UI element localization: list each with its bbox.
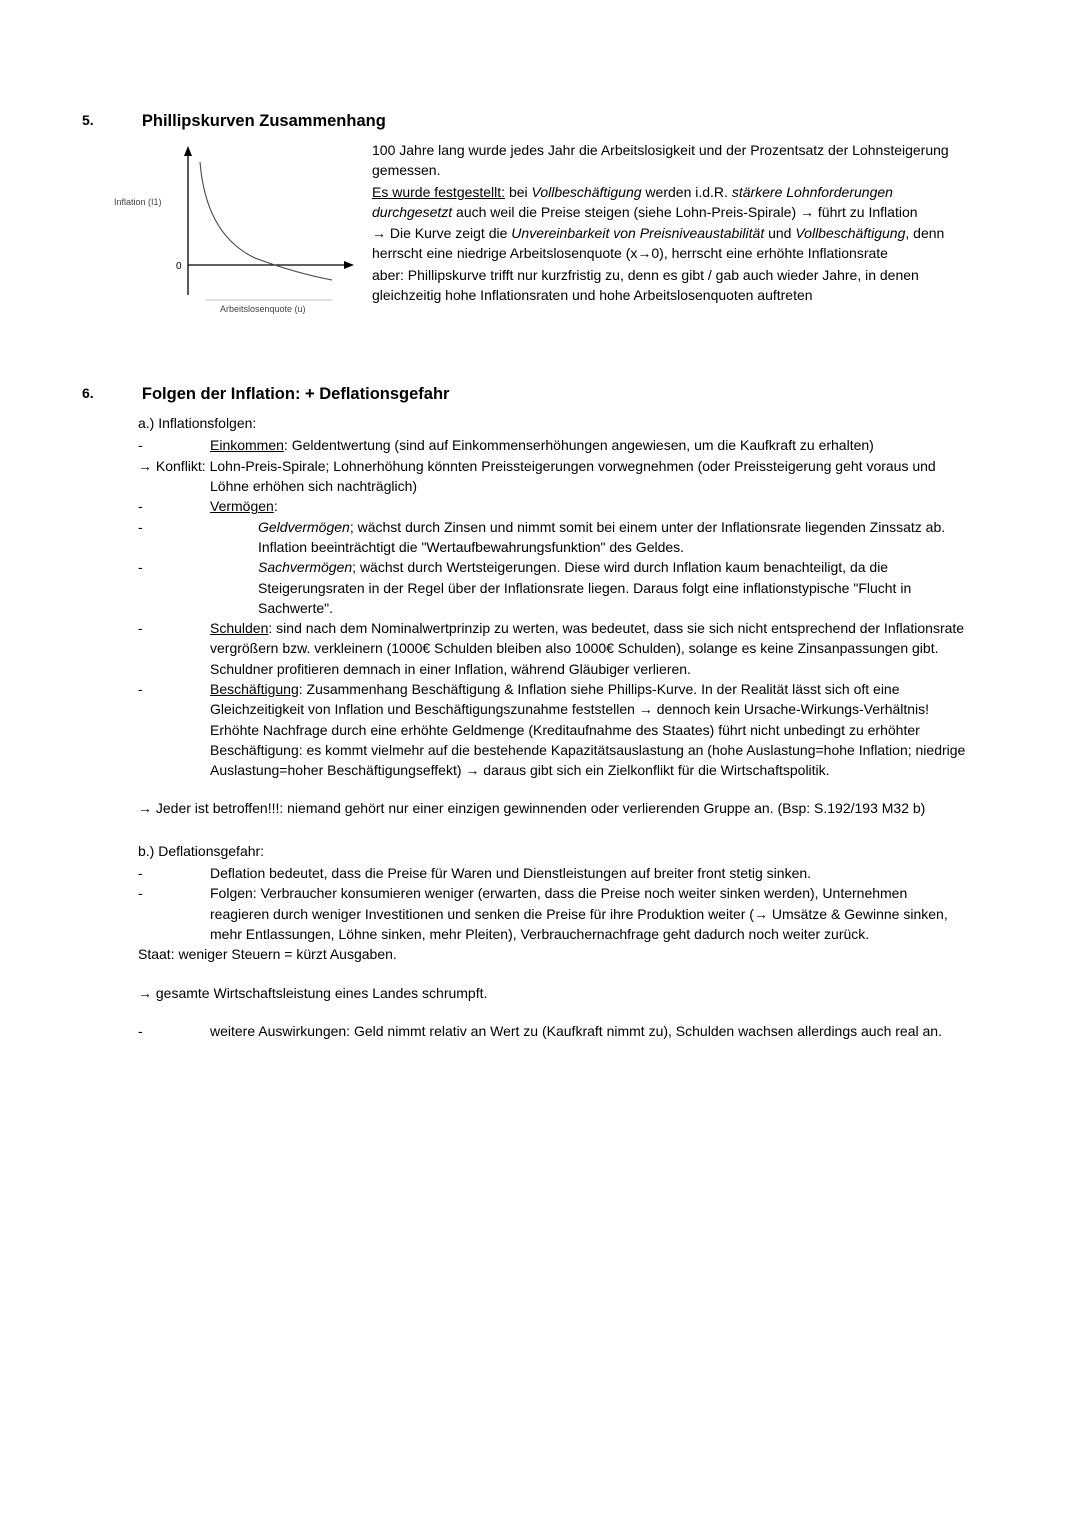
item-jeder-betroffen: → Jeder ist betroffen!!!: niemand gehört… bbox=[138, 798, 970, 818]
section5-num: 5. bbox=[110, 110, 138, 130]
item-vermoegen: - Vermögen: bbox=[138, 496, 970, 516]
item-gesamt: → gesamte Wirtschaftsleistung eines Land… bbox=[138, 983, 970, 1003]
section6-heading: 6. Folgen der Inflation: + Deflationsgef… bbox=[110, 383, 970, 407]
s5-p4: aber: Phillipskurve trifft nur kurzfrist… bbox=[372, 265, 970, 306]
section6-title: Folgen der Inflation: + Deflationsgefahr bbox=[142, 385, 450, 403]
chart-x-label: Arbeitslosenquote (u) bbox=[220, 304, 306, 314]
s5-p3: → Die Kurve zeigt die Unvereinbarkeit vo… bbox=[372, 223, 970, 264]
item-beschaeftigung: - Beschäftigung: Zusammenhang Beschäftig… bbox=[138, 679, 970, 780]
s6-b-label: b.) Deflationsgefahr: bbox=[138, 841, 970, 861]
phillips-chart: Inflation (I1) 0 Arbeitslosenquote (u) bbox=[110, 140, 360, 335]
item-geldvermoegen: - Geldvermögen; wächst durch Zinsen und … bbox=[138, 517, 970, 558]
item-weitere: - weitere Auswirkungen: Geld nimmt relat… bbox=[138, 1021, 970, 1041]
item-schulden: - Schulden: sind nach dem Nominalwertpri… bbox=[138, 618, 970, 679]
section5-heading: 5. Phillipskurven Zusammenhang bbox=[110, 110, 970, 134]
s5-p2: Es wurde festgestellt: bei Vollbeschäfti… bbox=[372, 182, 970, 223]
chart-zero: 0 bbox=[176, 261, 182, 272]
item-deflation-folgen: - Folgen: Verbraucher konsumieren wenige… bbox=[138, 883, 970, 944]
section5-title: Phillipskurven Zusammenhang bbox=[142, 112, 386, 130]
item-sachvermoegen: - Sachvermögen; wächst durch Wertsteiger… bbox=[138, 557, 970, 618]
s5-p1: 100 Jahre lang wurde jedes Jahr die Arbe… bbox=[372, 140, 970, 181]
item-einkommen: - Einkommen: Geldentwertung (sind auf Ei… bbox=[138, 435, 970, 455]
section6-num: 6. bbox=[110, 383, 138, 403]
item-deflation-def: - Deflation bedeutet, dass die Preise fü… bbox=[138, 863, 970, 883]
item-konflikt: → Konflikt: Lohn-Preis-Spirale; Lohnerhö… bbox=[138, 456, 970, 497]
s6-a-label: a.) Inflationsfolgen: bbox=[138, 413, 970, 433]
phillips-block: Inflation (I1) 0 Arbeitslosenquote (u) 1… bbox=[110, 140, 970, 335]
chart-y-label: Inflation (I1) bbox=[114, 197, 162, 207]
phillips-text: 100 Jahre lang wurde jedes Jahr die Arbe… bbox=[372, 140, 970, 335]
item-staat: Staat: weniger Steuern = kürzt Ausgaben. bbox=[138, 944, 970, 964]
